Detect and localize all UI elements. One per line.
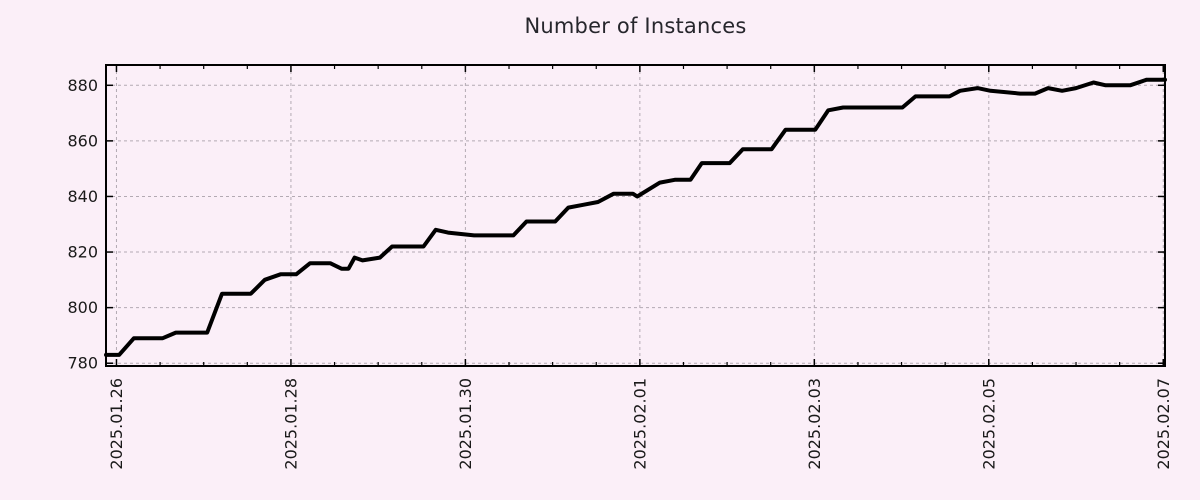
y-axis-tick-label: 780 xyxy=(67,354,98,373)
x-axis-tick-label: 2025.02.07 xyxy=(1154,378,1173,470)
axis-frame xyxy=(105,64,1166,367)
y-axis-tick-label: 880 xyxy=(67,76,98,95)
x-axis-tick-label: 2025.01.28 xyxy=(281,378,300,470)
x-axis-tick-label: 2025.01.26 xyxy=(107,378,126,470)
y-axis-tick-label: 800 xyxy=(67,298,98,317)
chart-title: Number of Instances xyxy=(524,14,747,38)
y-axis-tick-label: 840 xyxy=(67,187,98,206)
series-line-instances xyxy=(104,77,1167,357)
y-axis-tick-label: 820 xyxy=(67,243,98,262)
y-axis-tick-label: 860 xyxy=(67,131,98,150)
x-axis-tick-label: 2025.01.30 xyxy=(456,378,475,470)
x-axis-tick-label: 2025.02.03 xyxy=(805,378,824,470)
x-axis-tick-label: 2025.02.05 xyxy=(979,378,998,470)
x-axis-tick-label: 2025.02.01 xyxy=(630,378,649,470)
